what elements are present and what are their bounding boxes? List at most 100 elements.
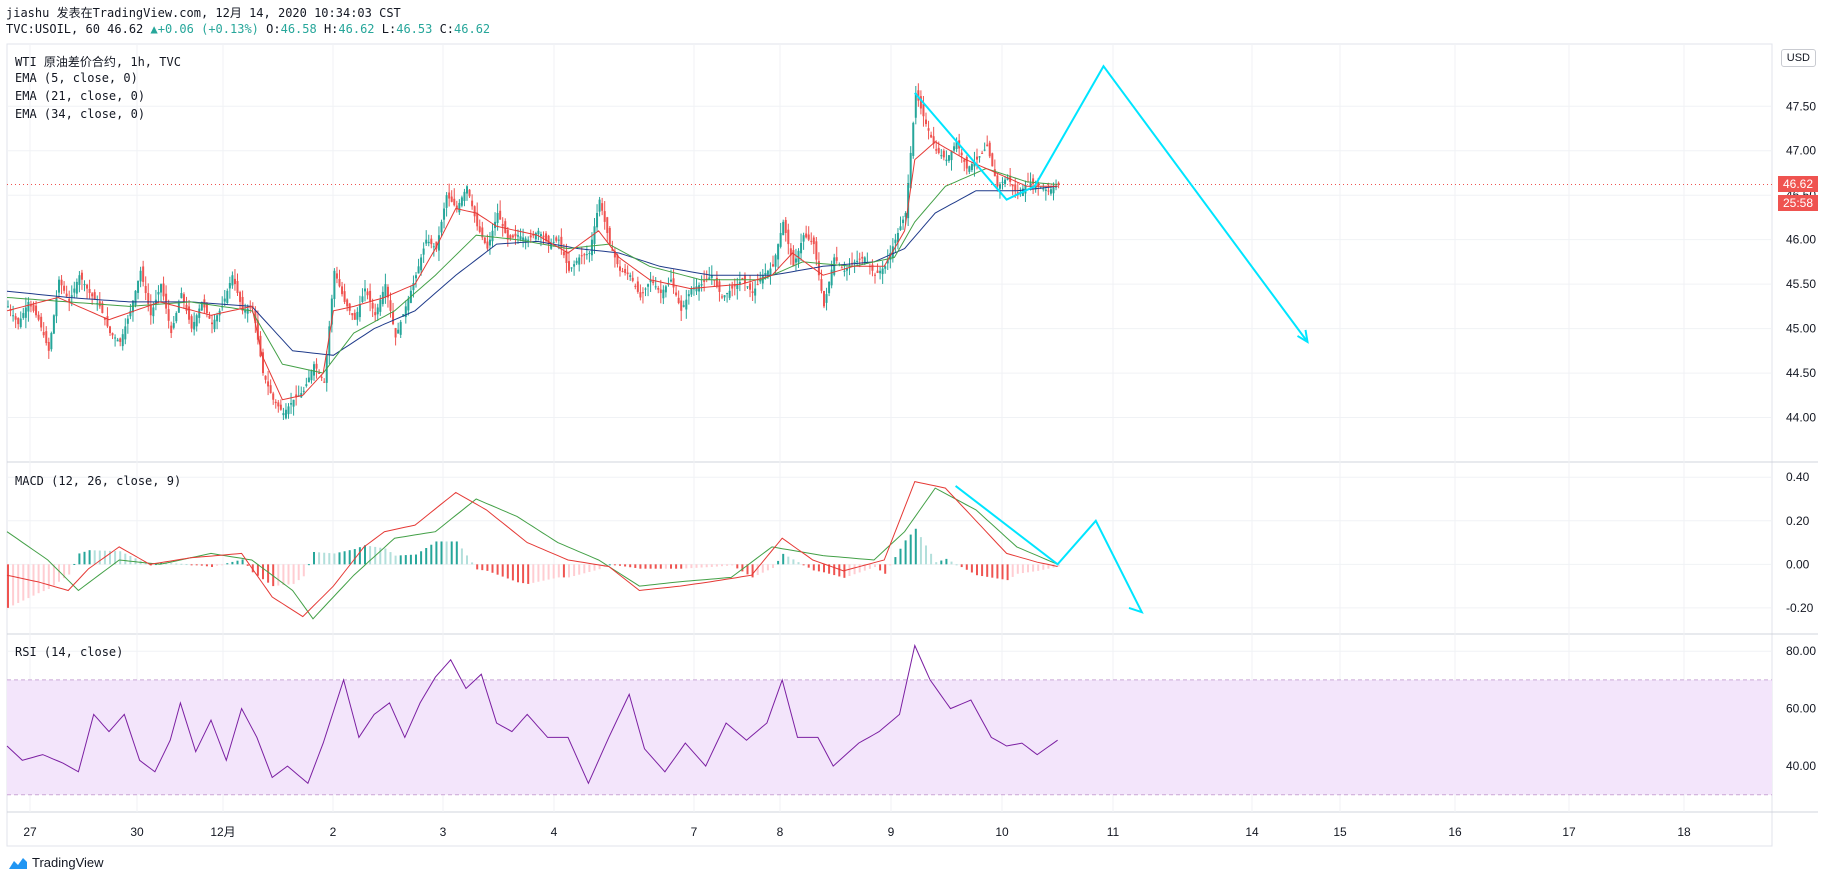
macd-histogram-bar: [292, 564, 295, 584]
candle-body: [228, 283, 231, 289]
candle-body: [522, 237, 525, 241]
macd-histogram-bar: [588, 564, 591, 572]
macd-histogram-bar: [379, 547, 382, 565]
macd-histogram-bar: [695, 564, 698, 568]
candle-body: [884, 266, 887, 269]
candle-body: [947, 155, 950, 161]
low-label: L:: [381, 22, 397, 36]
candle-body: [529, 235, 532, 238]
candle-body: [269, 385, 272, 394]
candle-body: [22, 313, 25, 318]
candle-body: [713, 279, 716, 281]
macd-histogram-bar: [435, 541, 438, 565]
candle-body: [557, 239, 560, 241]
candle-body: [35, 305, 38, 316]
macd-histogram-bar: [78, 553, 81, 565]
candle-body: [425, 239, 428, 244]
candle-body: [1052, 187, 1055, 194]
currency-button[interactable]: USD: [1780, 49, 1816, 67]
candle-body: [231, 275, 234, 286]
y-tick-label: 80.00: [1786, 644, 1816, 658]
candle-body: [106, 316, 109, 327]
candle-body: [647, 284, 650, 287]
candle-body: [733, 284, 736, 287]
macd-histogram-bar: [384, 548, 387, 565]
candle-body: [680, 300, 683, 311]
macd-histogram-bar: [863, 564, 866, 571]
candle-body: [805, 233, 808, 238]
macd-histogram-bar: [32, 564, 35, 596]
macd-histogram-bar: [313, 551, 315, 565]
macd-histogram-bar: [160, 562, 162, 565]
candle-body: [856, 260, 859, 263]
candle-body: [19, 318, 22, 327]
macd-histogram-bar: [705, 564, 708, 568]
open-label: O:: [266, 22, 281, 36]
candle-body: [162, 283, 165, 297]
candle-body: [978, 156, 981, 158]
macd-histogram-bar: [797, 562, 800, 565]
candle-body: [129, 310, 132, 317]
macd-histogram-bar: [991, 564, 994, 578]
candle-body: [149, 304, 152, 316]
candle-body: [239, 292, 242, 302]
macd-histogram-bar: [226, 563, 229, 565]
high-value: 46.62: [338, 22, 375, 36]
candle-body: [109, 326, 111, 334]
x-tick-label: 10: [995, 825, 1009, 839]
macd-histogram-bar: [802, 564, 805, 566]
candle-body: [313, 364, 315, 376]
candle-body: [886, 259, 889, 264]
candle-body: [137, 280, 140, 293]
macd-histogram-bar: [246, 564, 249, 566]
macd-histogram-bar: [532, 564, 535, 583]
candle-body: [351, 313, 354, 316]
macd-histogram-bar: [73, 563, 76, 565]
candle-body: [496, 212, 499, 223]
macd-histogram-bar: [930, 553, 933, 565]
macd-histogram-bar: [664, 564, 667, 569]
candle-body: [708, 277, 711, 280]
candle-body: [139, 270, 142, 282]
macd-histogram-bar: [27, 564, 30, 599]
candle-body: [1037, 183, 1040, 187]
candle-body: [715, 277, 718, 287]
x-tick-label: 7: [691, 825, 698, 839]
candle-body: [208, 315, 211, 319]
macd-histogram-bar: [858, 564, 861, 573]
last-price: 46.62: [107, 22, 144, 36]
x-tick-label: 14: [1245, 825, 1259, 839]
macd-histogram-bar: [746, 564, 749, 575]
candle-body: [17, 318, 20, 325]
macd-histogram-bar: [409, 554, 412, 565]
macd-histogram-bar: [598, 564, 601, 570]
x-tick-label: 15: [1333, 825, 1347, 839]
candle-body: [244, 309, 247, 313]
candle-body: [481, 227, 484, 238]
candle-body: [698, 285, 701, 292]
candle-body: [639, 292, 642, 298]
macd-histogram-bar: [22, 564, 25, 601]
candle-body: [328, 326, 331, 355]
candle-body: [794, 258, 797, 263]
candle-body: [848, 266, 851, 268]
y-tick-label: 47.00: [1786, 144, 1816, 158]
macd-histogram-bar: [109, 550, 111, 565]
macd-histogram-bar: [659, 564, 662, 569]
candle-body: [68, 298, 71, 302]
tradingview-logo[interactable]: TradingView: [6, 855, 104, 870]
candle-body: [596, 212, 599, 228]
candle-body: [830, 269, 833, 286]
candle-body: [914, 92, 917, 118]
macd-histogram-bar: [583, 564, 586, 574]
candle-body: [575, 260, 578, 264]
candle-body: [973, 161, 976, 167]
close-label: C:: [439, 22, 455, 36]
macd-histogram-bar: [358, 547, 361, 565]
candle-body: [310, 370, 313, 381]
y-tick-label: 0.20: [1786, 514, 1810, 528]
candle-body: [792, 250, 795, 267]
macd-histogram-bar: [119, 551, 122, 565]
macd-histogram-bar: [904, 540, 907, 565]
